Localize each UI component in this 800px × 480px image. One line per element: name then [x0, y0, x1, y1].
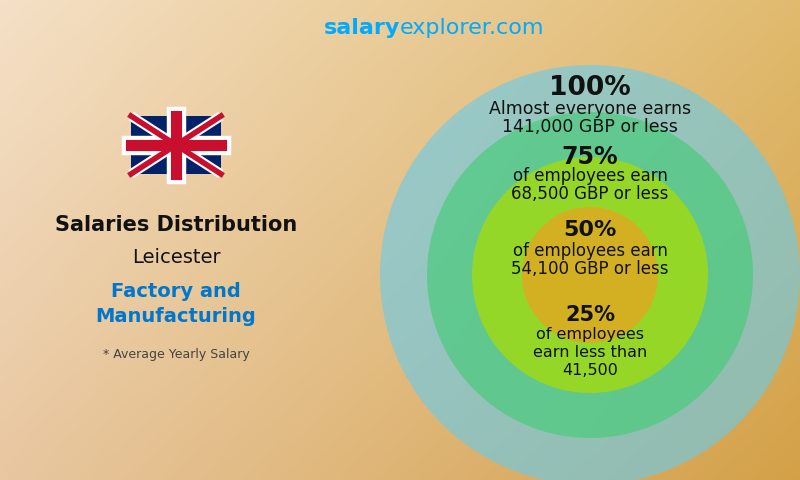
Text: 25%: 25%: [565, 305, 615, 325]
Circle shape: [427, 112, 753, 438]
Text: 54,100 GBP or less: 54,100 GBP or less: [511, 260, 669, 278]
Circle shape: [522, 207, 658, 343]
Text: * Average Yearly Salary: * Average Yearly Salary: [102, 348, 250, 361]
Text: earn less than: earn less than: [533, 345, 647, 360]
Circle shape: [472, 157, 708, 393]
Text: 100%: 100%: [549, 75, 631, 101]
Text: 50%: 50%: [563, 220, 617, 240]
Text: 41,500: 41,500: [562, 363, 618, 378]
Text: Almost everyone earns: Almost everyone earns: [489, 100, 691, 118]
Text: Salaries Distribution: Salaries Distribution: [55, 215, 297, 235]
Text: Factory and
Manufacturing: Factory and Manufacturing: [96, 282, 256, 326]
Bar: [131, 116, 221, 174]
Text: of employees earn: of employees earn: [513, 242, 667, 260]
Text: of employees: of employees: [536, 327, 644, 342]
Text: 68,500 GBP or less: 68,500 GBP or less: [511, 185, 669, 203]
Text: salary: salary: [324, 18, 400, 38]
Text: 75%: 75%: [562, 145, 618, 169]
Text: explorer.com: explorer.com: [400, 18, 545, 38]
Circle shape: [380, 65, 800, 480]
Text: Leicester: Leicester: [132, 248, 220, 267]
Text: of employees earn: of employees earn: [513, 167, 667, 185]
Text: 141,000 GBP or less: 141,000 GBP or less: [502, 118, 678, 136]
